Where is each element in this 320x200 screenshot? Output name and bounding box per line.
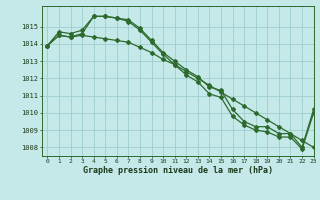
X-axis label: Graphe pression niveau de la mer (hPa): Graphe pression niveau de la mer (hPa): [83, 166, 273, 175]
